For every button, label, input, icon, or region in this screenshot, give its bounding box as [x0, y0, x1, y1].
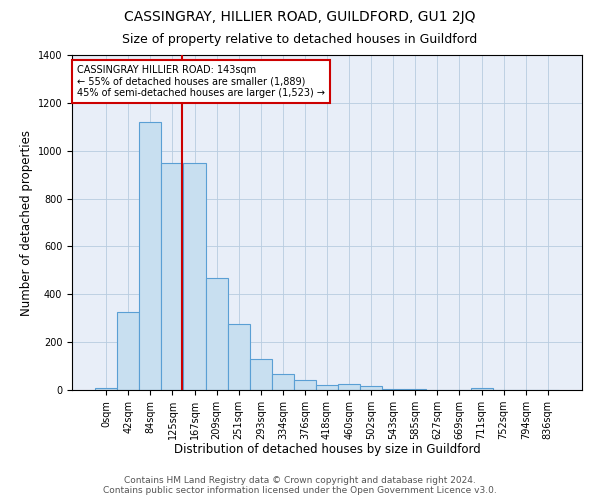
Bar [206, 278, 227, 390]
Bar [382, 389, 404, 390]
Text: Contains HM Land Registry data © Crown copyright and database right 2024.
Contai: Contains HM Land Registry data © Crown c… [103, 476, 497, 495]
Bar [316, 384, 338, 390]
Text: CASSINGRAY HILLIER ROAD: 143sqm
← 55% of detached houses are smaller (1,889)
45%: CASSINGRAY HILLIER ROAD: 143sqm ← 55% of… [77, 65, 325, 98]
Bar [272, 374, 294, 390]
Bar [294, 380, 316, 390]
Bar [161, 162, 184, 390]
Text: Size of property relative to detached houses in Guildford: Size of property relative to detached ho… [122, 32, 478, 46]
Text: CASSINGRAY, HILLIER ROAD, GUILDFORD, GU1 2JQ: CASSINGRAY, HILLIER ROAD, GUILDFORD, GU1… [124, 10, 476, 24]
Bar [470, 388, 493, 390]
Bar [227, 324, 250, 390]
Bar [139, 122, 161, 390]
Bar [117, 312, 139, 390]
Bar [360, 386, 382, 390]
X-axis label: Distribution of detached houses by size in Guildford: Distribution of detached houses by size … [173, 444, 481, 456]
Bar [184, 162, 206, 390]
Bar [95, 388, 117, 390]
Bar [250, 360, 272, 390]
Y-axis label: Number of detached properties: Number of detached properties [20, 130, 34, 316]
Bar [338, 384, 360, 390]
